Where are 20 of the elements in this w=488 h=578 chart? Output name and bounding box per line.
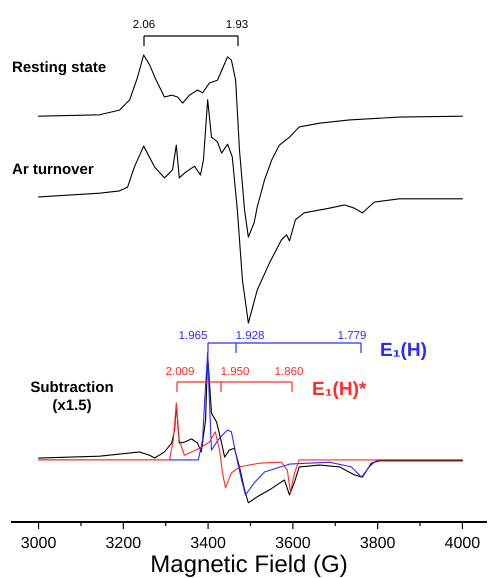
text: 2.06	[132, 19, 156, 31]
annotation: 1.860	[274, 366, 304, 378]
legend-label: E₁(H)*	[312, 379, 367, 400]
x-tick-label: 3800	[360, 535, 396, 552]
annotation: 1.950	[220, 366, 250, 378]
legend-label: E₁(H)	[380, 340, 427, 361]
x-tick-label: 3000	[20, 535, 56, 552]
annotation: 1.779	[338, 330, 366, 342]
series-label: Resting state	[12, 59, 106, 76]
x-tick-label: 3600	[275, 535, 311, 552]
annotation: 1.928	[236, 330, 264, 342]
x-tick-label: 4000	[444, 535, 480, 552]
series-label: Ar turnover	[12, 161, 94, 178]
annotation: 2.009	[166, 366, 194, 378]
x-tick-label: 3400	[190, 535, 226, 552]
x-axis-title: Magnetic Field (G)	[150, 551, 348, 578]
annotation: 1.965	[178, 330, 208, 342]
text: Subtraction (x1.5)	[30, 379, 114, 414]
x-tick-label: 3200	[106, 535, 142, 552]
text: 1.93	[226, 19, 248, 31]
